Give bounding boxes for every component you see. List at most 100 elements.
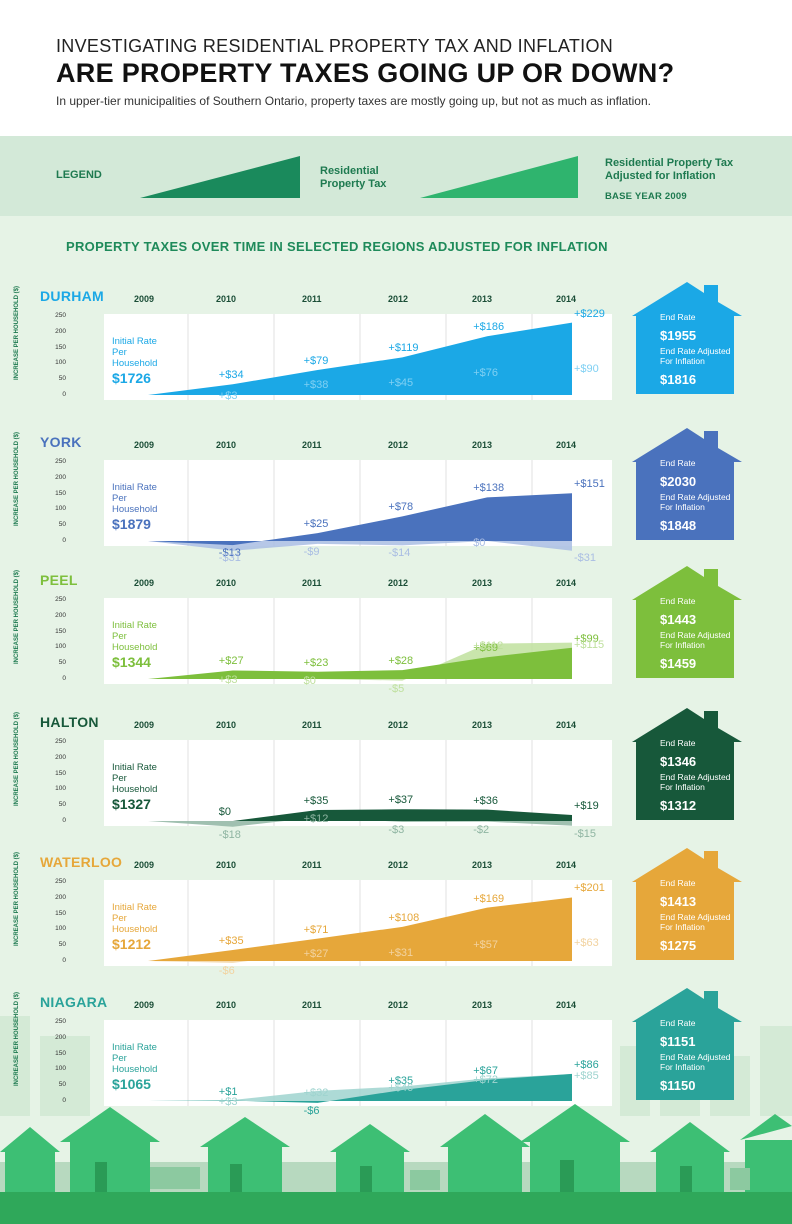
region-name: NIAGARA bbox=[40, 994, 108, 1010]
region-york: YORK 2009 2010 2011 2012 2013 2014 250 200 150 100… bbox=[0, 428, 792, 574]
data-label-tax: -$13 bbox=[218, 547, 241, 560]
legend-base-year: BASE YEAR 2009 bbox=[605, 191, 687, 202]
data-label-adjusted: -$5 bbox=[388, 682, 405, 695]
data-label-adjusted: +$12 bbox=[303, 813, 329, 826]
region-name: YORK bbox=[40, 434, 82, 450]
legend-item-tax: Residential Property Tax bbox=[320, 165, 387, 190]
y-tick-label: 100 bbox=[55, 505, 66, 513]
region-waterloo: WATERLOO 2009 2010 2011 2012 2013 2014 250 200 15… bbox=[0, 848, 792, 994]
year-label: 2010 bbox=[216, 860, 237, 870]
year-label: 2012 bbox=[388, 1000, 409, 1010]
area-chart bbox=[148, 314, 572, 400]
house-end-rate-label: End Rate bbox=[660, 878, 696, 888]
house-end-rate-label: End Rate bbox=[660, 738, 696, 748]
data-label-tax: +$35 bbox=[303, 794, 329, 807]
data-label-tax: +$36 bbox=[473, 794, 498, 807]
data-label-tax: +$186 bbox=[473, 321, 505, 334]
initial-rate-value: $1065 bbox=[112, 1076, 151, 1092]
y-tick-label: 250 bbox=[55, 458, 66, 465]
year-label: 2011 bbox=[302, 440, 322, 450]
year-label: 2010 bbox=[216, 294, 237, 304]
year-label: 2014 bbox=[556, 294, 577, 304]
year-label: 2011 bbox=[302, 578, 322, 588]
region-name: HALTON bbox=[40, 714, 99, 730]
year-label: 2009 bbox=[134, 1000, 155, 1010]
data-label-adjusted: $0 bbox=[473, 537, 486, 549]
house-icon bbox=[632, 566, 742, 678]
series-area-adjusted bbox=[148, 541, 572, 551]
year-label: 2010 bbox=[216, 1000, 237, 1010]
initial-rate-label: Initial Rate Per Household bbox=[112, 620, 158, 653]
y-tick-label: 100 bbox=[55, 1065, 66, 1073]
year-label: 2012 bbox=[388, 294, 409, 304]
house-end-rate: $1443 bbox=[660, 612, 697, 627]
year-label: 2012 bbox=[388, 720, 409, 730]
year-label: 2009 bbox=[134, 294, 155, 304]
neighbourhood-illustration bbox=[0, 1104, 792, 1224]
year-label: 2010 bbox=[216, 720, 237, 730]
area-chart bbox=[148, 740, 572, 827]
y-tick-label: 250 bbox=[55, 1018, 66, 1025]
y-tick-label: 150 bbox=[55, 489, 66, 497]
y-tick-label: 50 bbox=[58, 521, 66, 529]
data-label-tax: +$1 bbox=[218, 1085, 238, 1098]
data-label-adjusted: +$3 bbox=[218, 390, 238, 403]
data-label-adjusted: -$31 bbox=[218, 552, 241, 564]
house-end-adj-label: End Rate Adjusted For Inflation bbox=[660, 772, 731, 792]
year-label: 2013 bbox=[472, 720, 493, 730]
year-label: 2011 bbox=[302, 860, 322, 870]
data-label-adjusted: +$31 bbox=[388, 947, 414, 960]
region-name: PEEL bbox=[40, 572, 78, 588]
house-end-adj: $1312 bbox=[660, 798, 697, 813]
initial-rate-value: $1879 bbox=[112, 516, 151, 532]
data-label-tax: +$19 bbox=[574, 799, 599, 812]
header: INVESTIGATING RESIDENTIAL PROPERTY TAX A… bbox=[0, 0, 792, 136]
house-icon bbox=[632, 988, 742, 1100]
y-tick-label: 150 bbox=[55, 627, 66, 635]
year-label: 2014 bbox=[556, 1000, 577, 1010]
legend-swatch-adjusted bbox=[420, 156, 578, 198]
area-chart bbox=[148, 1020, 572, 1106]
data-label-adjusted: $0 bbox=[303, 675, 316, 687]
house-shape bbox=[632, 848, 742, 960]
house-end-adj-label: End Rate Adjusted For Inflation bbox=[660, 630, 731, 650]
data-label-tax: +$71 bbox=[303, 923, 329, 936]
year-label: 2014 bbox=[556, 440, 577, 450]
year-label: 2013 bbox=[472, 294, 493, 304]
data-label-tax: +$86 bbox=[574, 1058, 599, 1071]
year-label: 2009 bbox=[134, 860, 155, 870]
headline: ARE PROPERTY TAXES GOING UP OR DOWN? bbox=[56, 58, 675, 88]
y-tick-label: 200 bbox=[55, 611, 66, 619]
data-label-adjusted: -$3 bbox=[388, 823, 405, 836]
house-end-adj-label: End Rate Adjusted For Inflation bbox=[660, 346, 731, 366]
data-label-tax: $0 bbox=[218, 806, 232, 818]
data-label-tax: +$119 bbox=[388, 342, 419, 355]
year-label: 2011 bbox=[302, 1000, 322, 1010]
data-label-adjusted: +$76 bbox=[473, 366, 498, 379]
data-label-tax: +$151 bbox=[574, 478, 605, 491]
house-end-rate-label: End Rate bbox=[660, 312, 696, 322]
data-label-tax: +$99 bbox=[574, 632, 599, 645]
house-end-rate: $1413 bbox=[660, 894, 697, 909]
initial-rate-value: $1212 bbox=[112, 936, 151, 952]
house-end-adj: $1275 bbox=[660, 938, 697, 953]
y-tick-label: 200 bbox=[55, 1033, 66, 1041]
house-shape bbox=[632, 428, 742, 540]
year-label: 2011 bbox=[302, 294, 322, 304]
data-label-tax: +$169 bbox=[473, 892, 505, 905]
house-end-rate-label: End Rate bbox=[660, 458, 696, 468]
year-label: 2013 bbox=[472, 860, 493, 870]
data-label-adjusted: +$38 bbox=[303, 378, 329, 391]
y-tick-label: 150 bbox=[55, 1049, 66, 1057]
data-label-adjusted: +$63 bbox=[574, 937, 599, 950]
y-tick-label: 0 bbox=[62, 817, 66, 824]
initial-rate-label: Initial Rate Per Household bbox=[112, 336, 158, 369]
house-end-rate-label: End Rate bbox=[660, 596, 696, 606]
legend-item-adjusted: Residential Property Tax Adjusted for In… bbox=[605, 157, 734, 182]
legend: LEGEND Residential Property Tax Resident… bbox=[0, 136, 792, 216]
data-label-adjusted: +$45 bbox=[388, 376, 414, 389]
y-tick-label: 250 bbox=[55, 312, 66, 319]
initial-rate-value: $1344 bbox=[112, 654, 151, 670]
series-area-tax bbox=[148, 647, 572, 679]
data-label-tax: +$201 bbox=[574, 882, 605, 895]
